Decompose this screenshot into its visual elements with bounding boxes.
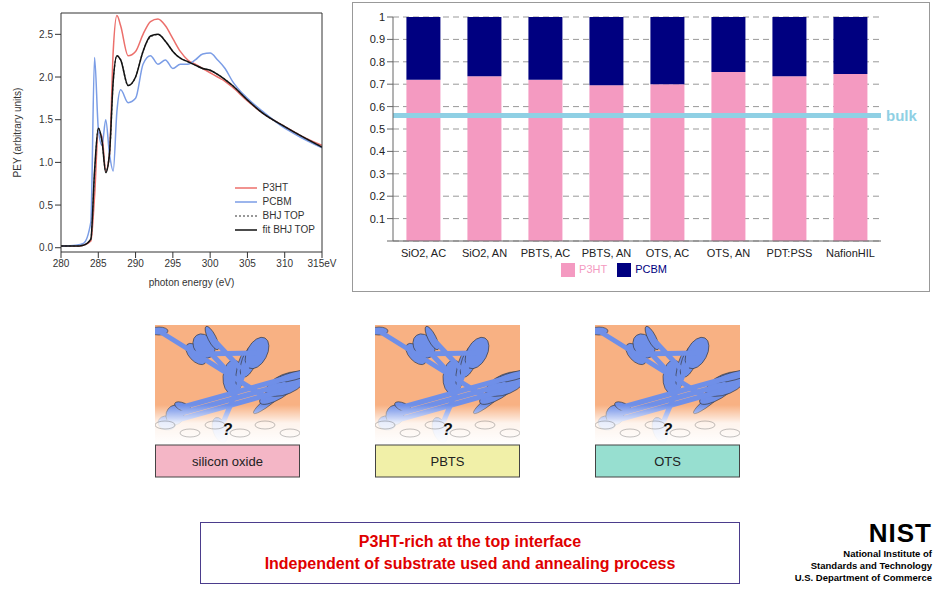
html-text:U.S. Department of Commerce: U.S. Department of Commerce bbox=[794, 572, 932, 583]
html-text:P3HT-rich at the top interface: P3HT-rich at the top interface bbox=[358, 533, 582, 550]
html-text:National Institute of: National Institute of bbox=[843, 548, 932, 559]
svg-text:0.7: 0.7 bbox=[370, 78, 385, 90]
svg-text:0.6: 0.6 bbox=[370, 101, 385, 113]
svg-text:290: 290 bbox=[127, 258, 144, 269]
svg-text:?: ? bbox=[663, 421, 673, 438]
svg-text:PBTS, AC: PBTS, AC bbox=[521, 247, 571, 259]
svg-text:0.5: 0.5 bbox=[39, 200, 53, 211]
svg-text:310: 310 bbox=[276, 258, 293, 269]
svg-text:0.5: 0.5 bbox=[370, 123, 385, 135]
html-text:PCBM: PCBM bbox=[262, 196, 292, 207]
svg-text:1.0: 1.0 bbox=[39, 157, 53, 168]
html-text:BHJ TOP: BHJ TOP bbox=[262, 210, 305, 221]
svg-text:0.1: 0.1 bbox=[370, 213, 385, 225]
svg-text:silicon oxide: silicon oxide bbox=[192, 454, 263, 469]
svg-text:0.8: 0.8 bbox=[370, 56, 385, 68]
svg-text:300: 300 bbox=[202, 258, 219, 269]
svg-text:OTS, AN: OTS, AN bbox=[707, 247, 750, 259]
html-text:PCBM: PCBM bbox=[635, 263, 667, 275]
html-text:P3HT: P3HT bbox=[579, 263, 608, 275]
svg-text:PDT:PSS: PDT:PSS bbox=[767, 247, 813, 259]
html-text:NIST: NIST bbox=[868, 518, 932, 548]
svg-text:OTS, AC: OTS, AC bbox=[646, 247, 689, 259]
html-text:P3HT: P3HT bbox=[262, 182, 289, 193]
svg-text:NafionHIL: NafionHIL bbox=[826, 247, 875, 259]
svg-text:2.5: 2.5 bbox=[39, 29, 53, 40]
svg-text:?: ? bbox=[223, 421, 233, 438]
svg-text:PBTS: PBTS bbox=[431, 454, 465, 469]
svg-text:285: 285 bbox=[90, 258, 107, 269]
svg-text:photon energy (eV): photon energy (eV) bbox=[149, 277, 235, 288]
svg-text:0.4: 0.4 bbox=[370, 145, 385, 157]
svg-text:0.3: 0.3 bbox=[370, 168, 385, 180]
html-text:fit BHJ TOP: fit BHJ TOP bbox=[262, 224, 315, 235]
svg-text:1.5: 1.5 bbox=[39, 114, 53, 125]
svg-text:?: ? bbox=[443, 421, 453, 438]
svg-text:1: 1 bbox=[379, 11, 385, 23]
svg-text:295: 295 bbox=[165, 258, 182, 269]
svg-text:2.0: 2.0 bbox=[39, 72, 53, 83]
svg-text:PEY (arbitrary units): PEY (arbitrary units) bbox=[12, 88, 23, 178]
svg-text:315eV: 315eV bbox=[308, 258, 337, 269]
svg-text:0.0: 0.0 bbox=[39, 242, 53, 253]
svg-text:305: 305 bbox=[239, 258, 256, 269]
svg-text:SiO2, AN: SiO2, AN bbox=[462, 247, 507, 259]
svg-text:PBTS, AN: PBTS, AN bbox=[582, 247, 632, 259]
svg-text:0.9: 0.9 bbox=[370, 33, 385, 45]
svg-text:SiO2, AC: SiO2, AC bbox=[401, 247, 446, 259]
html-text:Standards and Technology: Standards and Technology bbox=[810, 560, 932, 571]
svg-text:280: 280 bbox=[53, 258, 70, 269]
svg-text:OTS: OTS bbox=[654, 454, 681, 469]
svg-text:0.2: 0.2 bbox=[370, 190, 385, 202]
svg-text:bulk: bulk bbox=[886, 107, 917, 124]
html-text:Independent of substrate used: Independent of substrate used and anneal… bbox=[264, 555, 676, 572]
